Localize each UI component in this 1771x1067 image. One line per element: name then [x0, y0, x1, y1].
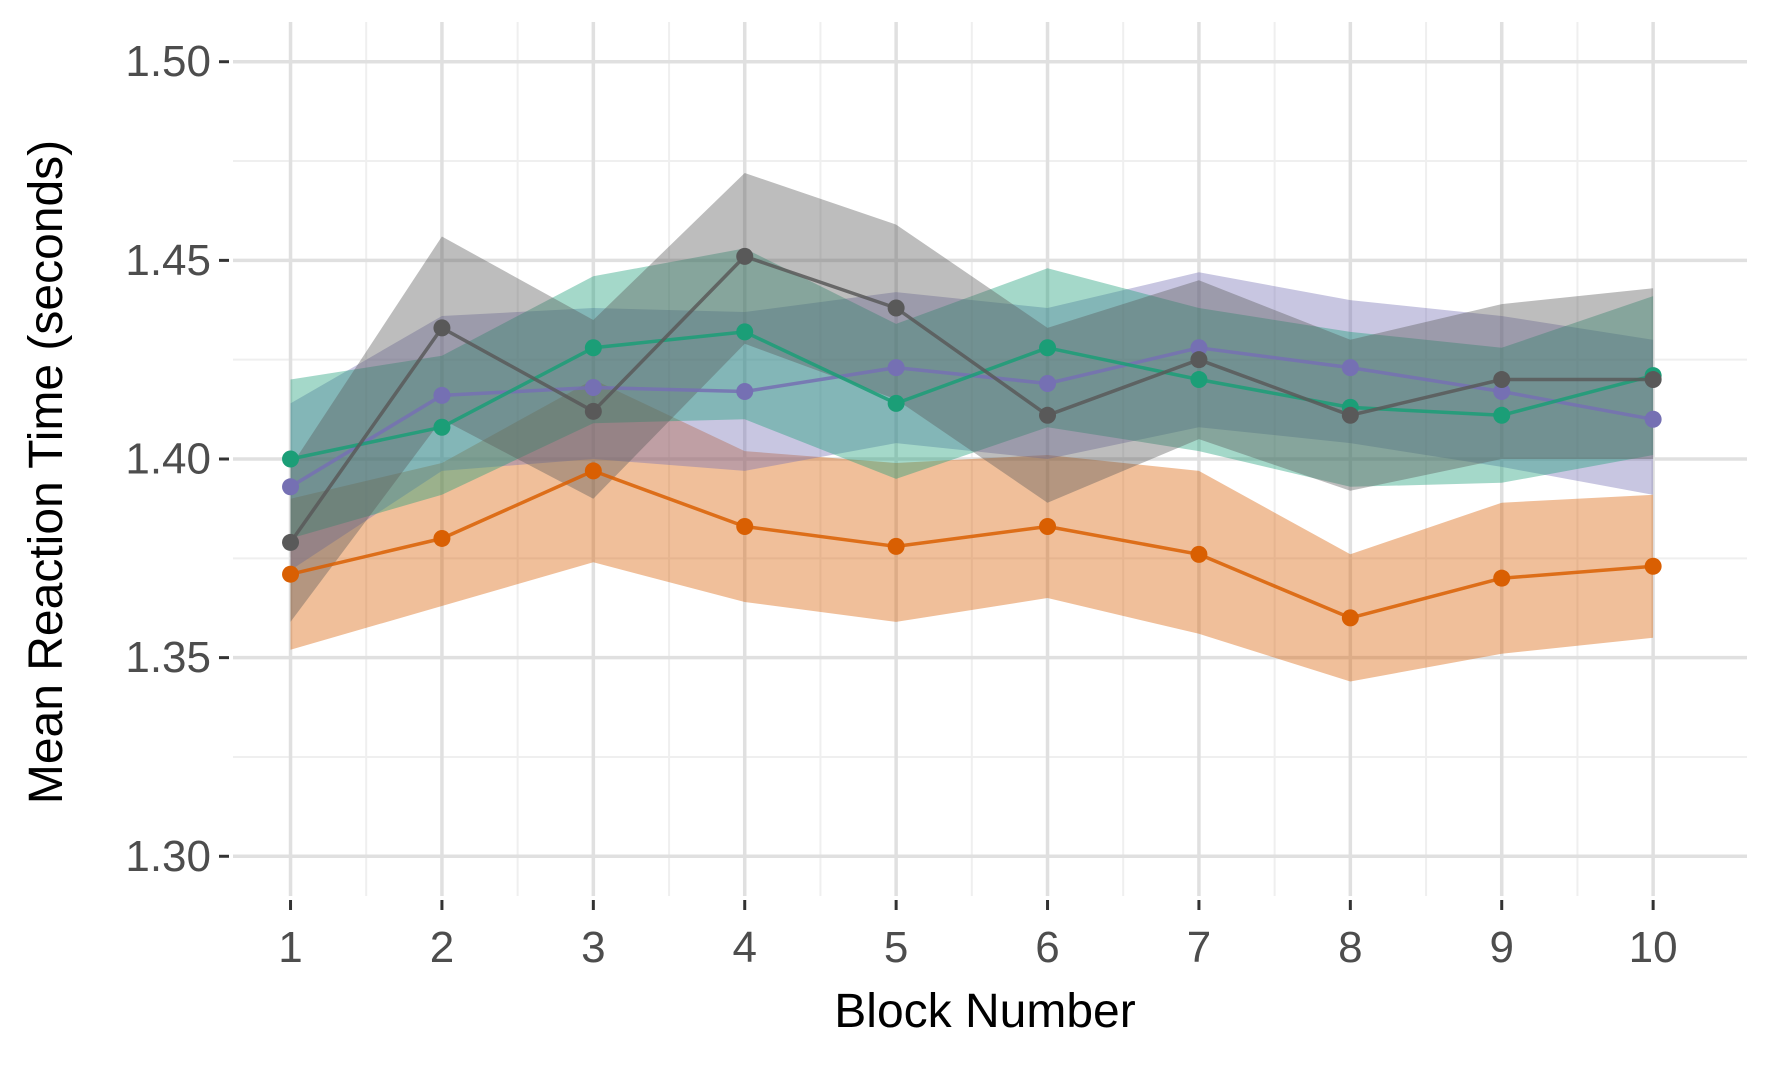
data-point-series-1: [1341, 609, 1359, 627]
confidence-band-series-4: [290, 173, 1654, 622]
data-point-series-1: [1644, 557, 1662, 575]
series-line-3: [290, 330, 1654, 461]
x-tick-label: 1: [278, 923, 302, 972]
data-point-series-1: [1190, 545, 1208, 563]
series-line-4: [289, 254, 1654, 544]
data-point-series-4: [736, 247, 754, 265]
data-point-series-2: [736, 382, 754, 400]
data-point-series-1: [887, 537, 905, 555]
x-tick-label: 5: [884, 923, 908, 972]
confidence-band-series-3: [290, 248, 1654, 539]
data-point-series-2: [584, 378, 602, 396]
data-point-series-2: [1039, 375, 1057, 393]
data-point-series-3: [736, 323, 754, 341]
data-points: [282, 247, 1662, 627]
data-point-series-4: [1493, 371, 1511, 389]
data-point-series-3: [584, 339, 602, 357]
x-tick-label: 8: [1338, 923, 1362, 972]
data-point-series-1: [1039, 518, 1057, 536]
y-tick-label: 1.50: [125, 37, 211, 86]
data-point-series-2: [433, 386, 451, 404]
confidence-band-series-2: [290, 272, 1654, 571]
data-point-series-2: [1644, 410, 1662, 428]
data-point-series-2: [1493, 382, 1511, 400]
series-line-1: [290, 469, 1654, 620]
data-point-series-4: [433, 319, 451, 337]
data-point-series-2: [1190, 339, 1208, 357]
confidence-bands: [290, 173, 1654, 682]
data-point-series-3: [433, 418, 451, 436]
data-point-series-2: [887, 359, 905, 377]
data-point-series-4: [282, 533, 300, 551]
data-point-series-4: [1644, 371, 1662, 389]
x-tick-label: 7: [1187, 923, 1211, 972]
y-tick-label: 1.40: [125, 435, 211, 484]
x-tick-label: 2: [430, 923, 454, 972]
data-point-series-4: [1039, 406, 1057, 424]
data-point-series-3: [887, 394, 905, 412]
x-tick-label: 3: [581, 923, 605, 972]
y-tick-label: 1.30: [125, 832, 211, 881]
x-tick-label: 6: [1035, 923, 1059, 972]
data-point-series-3: [282, 450, 300, 468]
x-tick-label: 4: [732, 923, 756, 972]
data-point-series-1: [282, 565, 300, 583]
data-point-series-4: [1341, 406, 1359, 424]
data-point-series-1: [433, 529, 451, 547]
data-point-series-3: [1493, 406, 1511, 424]
data-point-series-2: [1341, 359, 1359, 377]
x-tick-label: 10: [1629, 923, 1678, 972]
data-point-series-4: [1190, 351, 1208, 369]
y-tick-label: 1.45: [125, 236, 211, 285]
series-lines: [289, 254, 1654, 620]
x-tick-label: 9: [1489, 923, 1513, 972]
confidence-band-series-1: [290, 379, 1654, 682]
data-point-series-2: [282, 478, 300, 496]
y-axis-title: Mean Reaction Time (seconds): [20, 140, 73, 804]
y-tick-label: 1.35: [125, 633, 211, 682]
data-point-series-1: [584, 462, 602, 480]
data-point-series-4: [887, 299, 905, 317]
data-point-series-1: [1493, 569, 1511, 587]
axes: 1.30 1.35 1.40 1.45 1.50 1 2 3 4 5 6 7 8 9 10: [125, 37, 1677, 972]
data-point-series-1: [736, 518, 754, 536]
x-axis-title: Block Number: [834, 985, 1135, 1038]
data-point-series-4: [584, 402, 602, 420]
data-point-series-3: [1039, 339, 1057, 357]
data-point-series-3: [1190, 371, 1208, 389]
